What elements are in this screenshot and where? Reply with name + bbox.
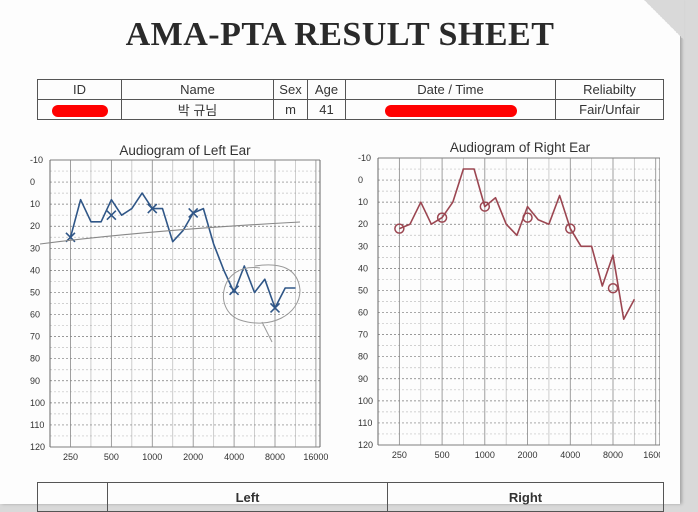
right-chart-marker-o <box>436 212 448 223</box>
right-chart-x-tick-label: 8000 <box>603 450 623 460</box>
sheet-title: AMA-PTA RESULT SHEET <box>125 16 555 53</box>
age-value: 41 <box>307 99 346 120</box>
right-chart-x-tick-label: 250 <box>392 450 407 460</box>
folded-corner <box>644 0 684 40</box>
right-chart-x-tick-label: 1000 <box>475 450 495 460</box>
right-chart-y-tick-label: 70 <box>358 330 368 340</box>
reliability-value: Fair/Unfair <box>555 99 664 120</box>
right-chart-marker-o <box>565 223 576 234</box>
sex-header: Sex <box>273 79 308 100</box>
left-chart-y-tick-label: 70 <box>30 332 40 342</box>
left-chart-x-tick-label: 8000 <box>265 452 285 460</box>
right-chart-marker-o <box>479 201 491 212</box>
left-chart-y-tick-label: 120 <box>30 442 45 452</box>
id-header: ID <box>37 79 122 100</box>
right-chart-y-tick-label: 50 <box>358 285 368 295</box>
left-audiogram: -10 0 10 20 30 40 50 60 70 80 90 100 110 120 250 500 100… <box>30 155 328 460</box>
left-chart-series-line <box>69 192 296 309</box>
right-chart-y-tick-label: 40 <box>358 263 368 273</box>
left-chart-x-tick-label: 500 <box>104 452 119 460</box>
datetime-value <box>345 99 556 120</box>
info-value-row: 박 규님 m 41 Fair/Unfair <box>37 99 664 120</box>
handwritten-circle <box>223 264 301 324</box>
left-chart-marker-stroke <box>188 207 199 219</box>
left-chart-y-tick-label: 60 <box>30 310 40 320</box>
right-chart-marker-o <box>522 212 533 223</box>
left-chart-marker-x <box>229 285 240 296</box>
right-chart-y-tick-label: 90 <box>358 374 368 384</box>
summary-blank-cell <box>37 482 108 512</box>
left-chart-x-tick-label: 16000 <box>303 452 328 460</box>
right-chart-marker-o <box>394 223 405 234</box>
info-header-row: ID Name Sex Age Date / Time Reliabilty <box>37 79 664 100</box>
left-chart-marker-x <box>269 302 281 313</box>
left-chart-y-tick-label: 30 <box>30 243 40 253</box>
right-chart-x-tick-label: 500 <box>435 450 450 460</box>
result-sheet: AMA-PTA RESULT SHEET ID Name Sex Age Dat… <box>0 0 684 512</box>
left-chart-y-tick-label: 50 <box>30 287 40 297</box>
left-chart-title: Audiogram of Left Ear <box>119 143 251 158</box>
id-redaction <box>51 104 108 117</box>
right-chart-y-tick-label: 120 <box>358 440 373 450</box>
right-chart-x-tick-label: 4000 <box>560 450 580 460</box>
left-chart-y-tick-label: 20 <box>30 221 40 231</box>
summary-table: Left Right <box>37 482 664 512</box>
reliability-header: Reliabilty <box>555 79 664 100</box>
right-audiogram: -10 0 10 20 30 40 50 60 70 80 90 100 110 120 250 500 100… <box>358 153 660 460</box>
right-chart-y-tick-label: 80 <box>358 352 368 362</box>
right-chart-y-tick-label: 20 <box>358 219 368 229</box>
left-chart-y-tick-label: 80 <box>30 354 40 364</box>
left-chart-marker-stroke <box>229 285 240 296</box>
right-chart-y-tick-label: -10 <box>358 153 371 163</box>
right-chart-marker-o <box>607 283 619 294</box>
left-chart-x-tick-label: 250 <box>63 452 78 460</box>
left-chart-y-tick-label: -10 <box>30 155 43 165</box>
left-chart-y-tick-label: 40 <box>30 265 40 275</box>
patient-info-table: ID Name Sex Age Date / Time Reliabilty 박… <box>37 79 664 120</box>
left-chart-marker-stroke <box>269 302 281 313</box>
handwritten-pencil-line <box>39 221 301 245</box>
left-chart-marker-stroke <box>106 210 117 221</box>
left-chart-y-tick-label: 0 <box>30 177 35 187</box>
right-chart-y-tick-label: 100 <box>358 396 373 406</box>
datetime-header: Date / Time <box>345 79 556 100</box>
id-value <box>37 99 122 120</box>
left-chart-marker-x <box>188 207 199 219</box>
left-chart-marker-stroke <box>147 203 158 214</box>
summary-right-label: Right <box>387 482 664 512</box>
sex-value: m <box>273 99 308 120</box>
left-chart-x-tick-label: 1000 <box>142 452 162 460</box>
left-chart-y-tick-label: 110 <box>30 420 44 430</box>
left-chart-marker-x <box>147 203 158 214</box>
right-chart-y-tick-label: 110 <box>358 418 372 428</box>
left-chart-y-tick-label: 90 <box>30 376 40 386</box>
right-chart-title: Audiogram of Right Ear <box>449 140 591 155</box>
right-chart-y-tick-label: 10 <box>358 197 368 207</box>
left-chart-x-tick-label: 2000 <box>183 452 203 460</box>
left-chart-y-tick-label: 10 <box>30 199 40 209</box>
right-chart-y-tick-label: 0 <box>358 175 363 185</box>
handwritten-mark <box>261 321 273 343</box>
right-chart-y-tick-label: 30 <box>358 241 368 251</box>
summary-left-label: Left <box>107 482 388 512</box>
right-chart-x-tick-label: 16000 <box>643 450 660 460</box>
right-chart-series-line <box>399 168 636 320</box>
left-chart-marker-x <box>106 210 117 221</box>
datetime-redaction <box>384 104 517 117</box>
right-chart-y-tick-label: 60 <box>358 308 368 318</box>
name-value: 박 규님 <box>121 99 274 120</box>
right-chart-x-tick-label: 2000 <box>518 450 538 460</box>
left-chart-y-tick-label: 100 <box>30 398 45 408</box>
name-header: Name <box>121 79 274 100</box>
age-header: Age <box>307 79 346 100</box>
left-chart-x-tick-label: 4000 <box>224 452 244 460</box>
